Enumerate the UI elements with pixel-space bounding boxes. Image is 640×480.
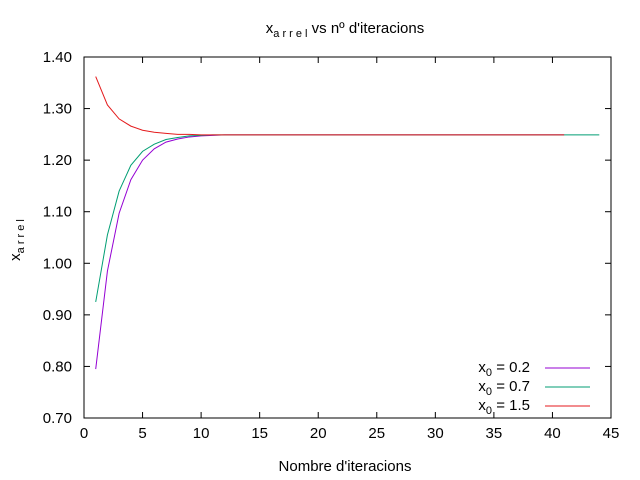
y-tick-label-3: 1.00	[43, 255, 72, 272]
legend-label-2: x0 = 1.5	[478, 397, 530, 417]
y-tick-label-2: 0.90	[43, 307, 72, 324]
legend: x0 = 0.2 x0 = 0.7 x0 = 1.5	[478, 359, 590, 417]
x-axis: 0 5 10 15 20 25 30 35 40 45	[80, 57, 620, 442]
x-tick-label-6: 30	[427, 425, 444, 442]
series-line-1	[95, 134, 600, 303]
x-tick-label-0: 0	[80, 425, 88, 442]
y-tick-label-1: 0.80	[43, 358, 72, 375]
x-tick-label-9: 45	[603, 425, 620, 442]
legend-label-0: x0 = 0.2	[478, 359, 530, 379]
x-tick-label-1: 5	[138, 425, 146, 442]
x-tick-label-5: 25	[368, 425, 385, 442]
y-axis: 0.70 0.80 0.90 1.00 1.10 1.20 1.30 1.40	[43, 49, 611, 427]
y-tick-label-5: 1.20	[43, 152, 72, 169]
y-tick-label-4: 1.10	[43, 204, 72, 221]
x-axis-label: Nombre d'iteracions	[279, 458, 412, 475]
series-line-0	[95, 134, 565, 370]
y-tick-label-6: 1.30	[43, 101, 72, 118]
y-tick-label-0: 0.70	[43, 410, 72, 427]
x-tick-label-4: 20	[310, 425, 327, 442]
chart-title: xa r r e l vs nº d'iteracions	[266, 20, 424, 40]
plot-frame	[83, 56, 612, 419]
legend-label-1: x0 = 0.7	[478, 378, 530, 398]
y-axis-label: xa r r e l	[7, 219, 27, 261]
y-tick-label-7: 1.40	[43, 49, 72, 66]
series-line-2	[95, 76, 565, 136]
x-tick-label-8: 40	[544, 425, 561, 442]
x-tick-label-2: 10	[193, 425, 210, 442]
x-tick-label-7: 35	[486, 425, 503, 442]
x-tick-label-3: 15	[251, 425, 268, 442]
series-lines	[95, 76, 600, 370]
